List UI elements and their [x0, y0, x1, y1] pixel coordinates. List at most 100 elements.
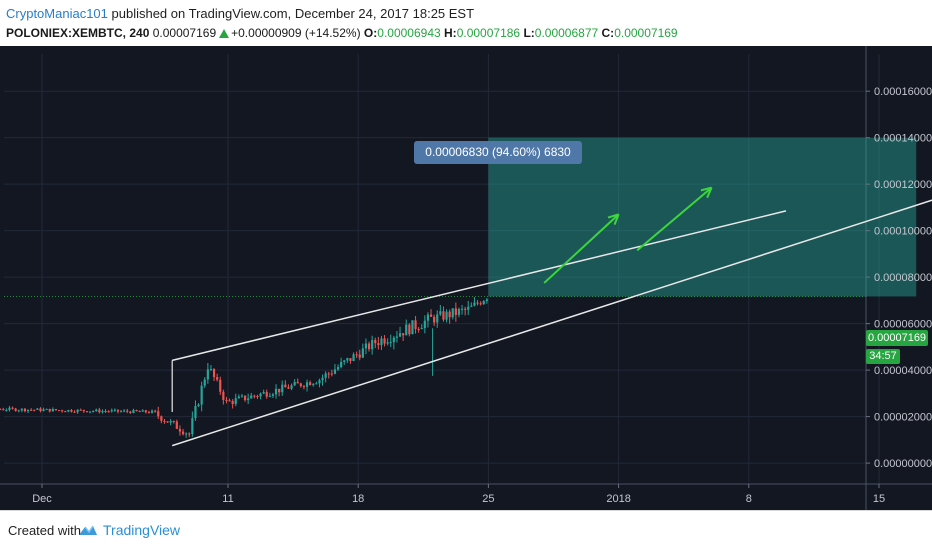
- candle-body: [457, 308, 461, 315]
- candle-body: [250, 395, 253, 399]
- candle-body: [361, 348, 364, 358]
- candle-body: [296, 381, 299, 384]
- price-axis-label: 0.00008000: [874, 272, 932, 284]
- candle-body: [262, 392, 265, 394]
- price-chart[interactable]: 0.00016000 0.00014000 0.00012000 0.00010000…: [0, 46, 932, 510]
- candle-body: [405, 324, 408, 336]
- candle-body: [141, 410, 144, 412]
- candle-body: [14, 408, 17, 411]
- candle-body: [464, 308, 467, 310]
- candle-body: [454, 308, 457, 315]
- candle-body: [240, 395, 244, 397]
- candle-body: [330, 373, 333, 375]
- price-change: +0.00000909 (+14.52%): [231, 26, 361, 40]
- channel-lower-line: [171, 199, 932, 447]
- candle-body: [8, 407, 11, 410]
- candle-body: [82, 409, 85, 412]
- candle-body: [460, 308, 464, 310]
- candle-body: [318, 380, 321, 384]
- price-axis-label: 0.00004000: [874, 365, 932, 377]
- candle-body: [228, 400, 231, 402]
- candle-body: [5, 409, 8, 411]
- price-axis-label: 0.00002000: [874, 412, 932, 424]
- candle-body: [371, 340, 374, 350]
- candle-body: [377, 343, 380, 346]
- candle-body: [336, 367, 340, 370]
- time-axis-label: 25: [482, 493, 494, 505]
- drawings[interactable]: [4, 137, 932, 447]
- candle-body: [0, 409, 2, 411]
- time-axis-label: 11: [222, 493, 233, 505]
- channel-upper-line: [172, 210, 787, 362]
- candle-body: [448, 311, 451, 318]
- candle-body: [352, 354, 355, 362]
- close-label: C:: [601, 26, 615, 40]
- candle-body: [417, 328, 420, 330]
- candle-body: [426, 314, 430, 321]
- candle-body: [467, 306, 470, 310]
- candle-body: [54, 409, 58, 411]
- chart-area[interactable]: 0.00016000 0.00014000 0.00012000 0.00010000…: [0, 46, 932, 510]
- candle-body: [219, 379, 222, 392]
- current-price-tag: 0.00007169: [866, 330, 928, 346]
- candle-body: [364, 343, 368, 349]
- candle-body: [138, 411, 141, 413]
- candle-body: [259, 393, 262, 397]
- candle-body: [98, 409, 101, 413]
- measure-label: 0.00006830 (94.60%) 6830: [414, 141, 582, 164]
- grid: [4, 54, 880, 484]
- candle-body: [392, 337, 395, 343]
- candle-body: [20, 408, 23, 411]
- open-label: O:: [363, 26, 378, 40]
- footer: Created with TradingView: [0, 510, 932, 550]
- price-axis-label: 0.00006000: [874, 319, 932, 331]
- candle-body: [169, 421, 172, 423]
- price-axis[interactable]: 0.00016000 0.00014000 0.00012000 0.00010000…: [866, 86, 932, 470]
- candle-body: [395, 336, 399, 338]
- candle-body: [473, 302, 476, 306]
- candle-body: [355, 354, 358, 356]
- candle-body: [113, 409, 116, 411]
- candle-body: [67, 409, 70, 412]
- candle-body: [178, 428, 182, 432]
- candle-body: [287, 387, 290, 389]
- open-value: 0.00006943: [377, 26, 441, 40]
- time-axis-label: 8: [746, 493, 752, 505]
- candle-body: [70, 409, 73, 412]
- countdown-tag: 34:57: [866, 349, 900, 364]
- candle-body: [88, 411, 92, 413]
- candle-body: [57, 410, 61, 412]
- candle-body: [64, 411, 67, 413]
- candle-body: [442, 311, 445, 320]
- candle-body: [209, 368, 213, 370]
- tradingview-brand[interactable]: TradingView: [103, 522, 181, 538]
- candle-body: [135, 410, 138, 412]
- candle-body: [445, 311, 448, 320]
- candle-body: [79, 409, 82, 411]
- candle-body: [48, 408, 51, 412]
- candle-body: [181, 431, 185, 435]
- candle-body: [101, 411, 104, 413]
- candle-body: [436, 314, 439, 323]
- trend-arrow: [543, 213, 620, 284]
- candle-body: [268, 395, 271, 397]
- candle-body: [340, 362, 343, 368]
- candle-body: [411, 320, 414, 335]
- candle-body: [274, 388, 278, 395]
- candle-body: [222, 391, 225, 400]
- symbol-label: POLONIEX:XEMBTC, 240: [6, 26, 150, 40]
- candle-body: [253, 395, 256, 397]
- candles: [0, 297, 488, 438]
- time-axis-label: Dec: [32, 493, 52, 505]
- candle-body: [482, 301, 485, 305]
- candle-body: [247, 398, 250, 401]
- candle-body: [225, 399, 228, 401]
- candle-body: [110, 410, 113, 412]
- low-label: L:: [523, 26, 535, 40]
- time-axis[interactable]: Dec111825201881522Feb: [32, 484, 932, 505]
- author-link[interactable]: CryptoManiac101: [6, 6, 108, 21]
- candle-body: [389, 342, 392, 344]
- price-axis-label: 0.00014000: [874, 133, 932, 145]
- published-text: published on TradingView.com, December 2…: [107, 6, 475, 21]
- candle-body: [358, 354, 361, 358]
